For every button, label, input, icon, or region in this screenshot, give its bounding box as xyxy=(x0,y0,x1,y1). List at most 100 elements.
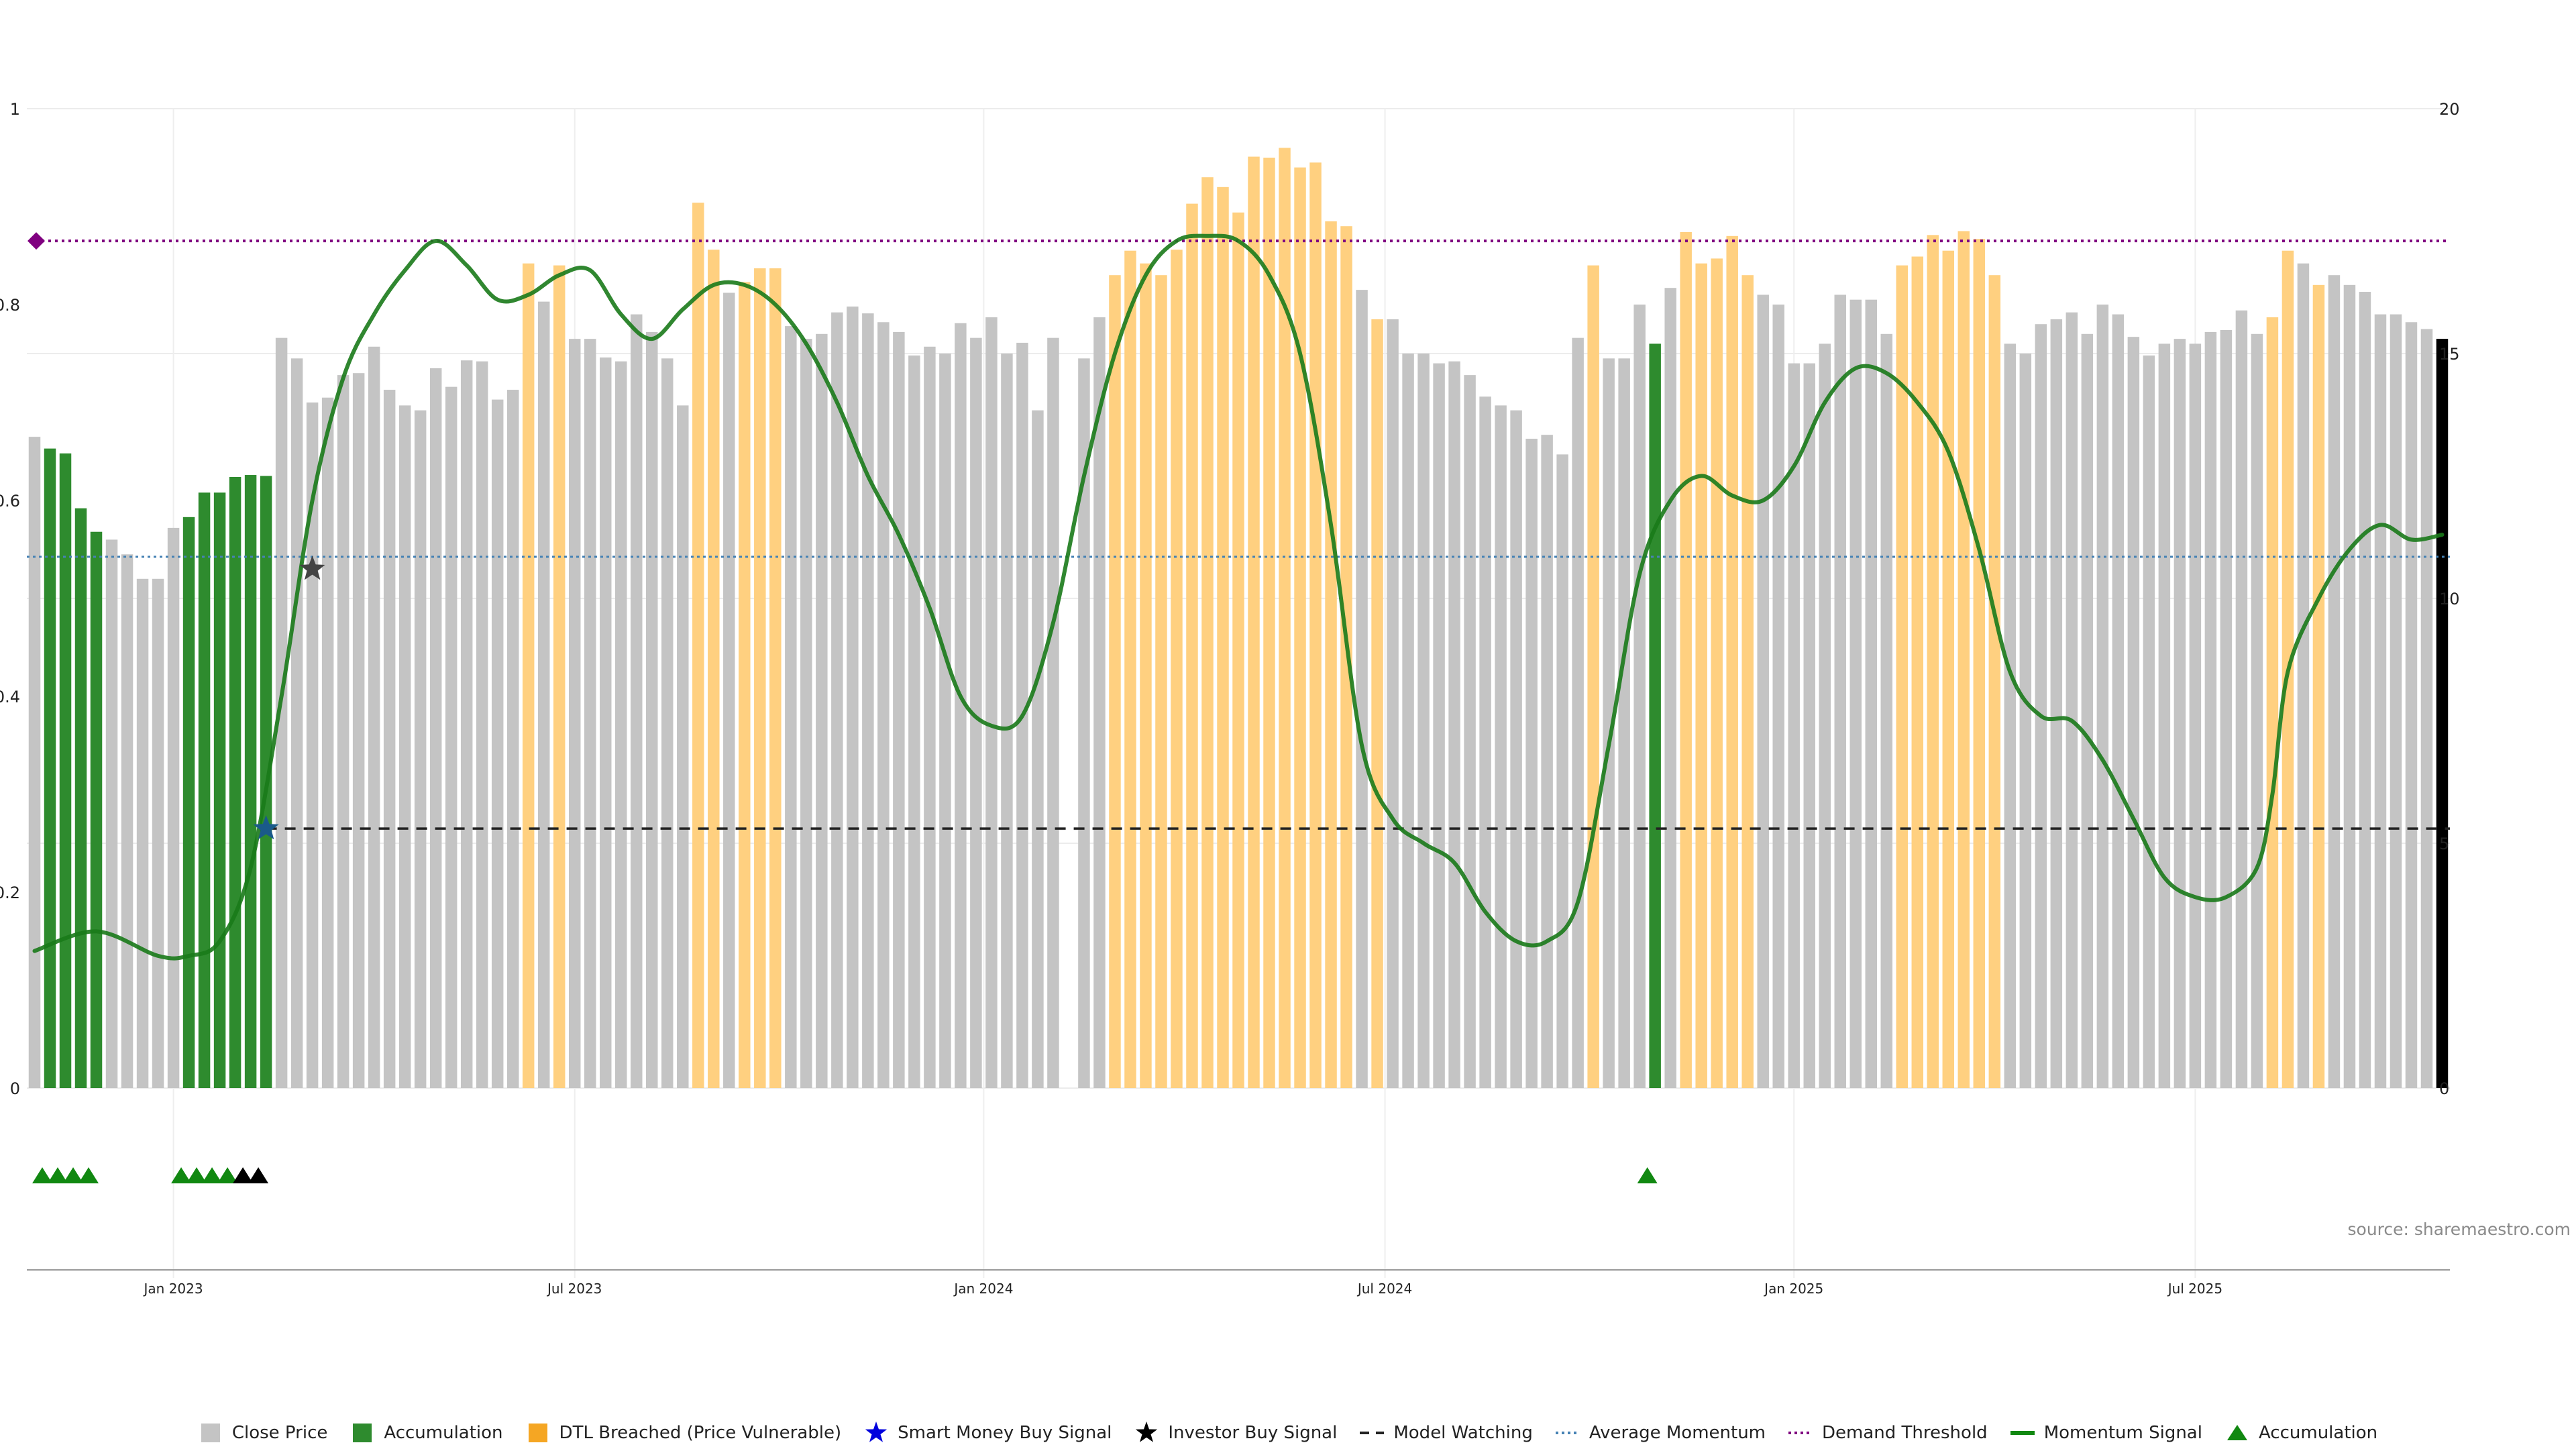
bar-close xyxy=(908,355,920,1089)
bar-dtl xyxy=(1911,256,1924,1089)
bar-close xyxy=(2004,343,2017,1088)
accumulation-marker xyxy=(217,1167,238,1183)
bar-dtl xyxy=(1726,235,1738,1088)
bar-close xyxy=(831,312,843,1089)
x-tick-label: Jul 2024 xyxy=(1356,1281,1412,1297)
bar-close xyxy=(1525,439,1538,1088)
bar-close xyxy=(584,339,596,1089)
bar-close xyxy=(1664,288,1676,1089)
right-tick-label: 5 xyxy=(2439,835,2449,853)
legend-item: Demand Threshold xyxy=(1788,1423,1988,1443)
bar-dtl xyxy=(1988,275,2001,1089)
legend-label: Smart Money Buy Signal xyxy=(898,1423,1112,1443)
bar-acc xyxy=(213,492,226,1088)
bar-close xyxy=(2359,292,2371,1088)
legend-label: Model Watching xyxy=(1393,1423,1533,1443)
bar-dtl xyxy=(1680,231,1692,1089)
dotted-line-purple-icon xyxy=(1788,1423,1813,1443)
bar-dtl xyxy=(1171,250,1183,1088)
bar-close xyxy=(1541,435,1553,1088)
bar-acc xyxy=(90,531,103,1088)
bar-dtl xyxy=(1896,265,1909,1089)
bar-close xyxy=(1093,317,1106,1089)
bar-close xyxy=(2065,312,2078,1089)
legend-item: Investor Buy Signal xyxy=(1134,1421,1338,1443)
bar-close xyxy=(105,539,118,1088)
bar-dtl xyxy=(1294,167,1306,1089)
bar-dtl xyxy=(1109,275,1121,1089)
bar-close xyxy=(429,368,442,1088)
bar-close xyxy=(785,326,797,1088)
momentum-signal-line xyxy=(32,233,2445,961)
bar-close xyxy=(1772,305,1784,1088)
accumulation-marker xyxy=(63,1167,84,1183)
bar-close xyxy=(136,578,149,1088)
bar-close xyxy=(1633,305,1646,1088)
left-tick-label: 0.2 xyxy=(0,883,20,902)
bar-dtl xyxy=(1711,258,1723,1088)
right-tick-label: 15 xyxy=(2439,345,2460,364)
left-tick-label: 0 xyxy=(10,1079,20,1098)
legend-label: Accumulation xyxy=(2258,1423,2378,1443)
bar-close xyxy=(1479,396,1491,1088)
bar-close xyxy=(877,322,890,1088)
bar-close xyxy=(2235,310,2248,1088)
signal-markers xyxy=(32,555,1658,1183)
bar-close xyxy=(1078,358,1090,1088)
bar-close xyxy=(2189,343,2202,1088)
bar-close xyxy=(2251,333,2263,1088)
left-tick-label: 0.8 xyxy=(0,296,20,315)
left-tick-label: 0.6 xyxy=(0,492,20,511)
bar-dtl xyxy=(1957,231,1970,1088)
bar-close xyxy=(985,317,998,1089)
legend-item: Accumulation xyxy=(350,1423,503,1443)
bar-acc xyxy=(182,517,195,1088)
bar-close xyxy=(2127,337,2140,1089)
legend-label: DTL Breached (Price Vulnerable) xyxy=(559,1423,842,1443)
bar-dtl xyxy=(1973,239,1986,1089)
investor-marker xyxy=(233,1167,254,1183)
bar-close xyxy=(1572,337,1584,1088)
left-tick-label: 1 xyxy=(10,100,20,119)
legend-label: Investor Buy Signal xyxy=(1168,1423,1338,1443)
bar-close xyxy=(1834,294,1846,1088)
bar-acc xyxy=(74,508,87,1088)
bar-close xyxy=(460,360,473,1088)
bar-close xyxy=(816,333,828,1088)
legend-item: Close Price xyxy=(199,1423,327,1443)
accumulation-marker xyxy=(171,1167,192,1183)
bar-acc xyxy=(44,448,56,1088)
legend-label: Demand Threshold xyxy=(1822,1423,1988,1443)
bar-close xyxy=(1803,363,1815,1088)
accumulation-marker xyxy=(48,1167,68,1183)
legend: Close Price Accumulation DTL Breached (Pri… xyxy=(0,1417,2576,1449)
legend-item: Smart Money Buy Signal xyxy=(864,1421,1112,1443)
accumulation-marker xyxy=(1637,1167,1658,1183)
accumulation-marker xyxy=(78,1167,99,1183)
bar-close xyxy=(924,346,936,1088)
bar-close xyxy=(2204,331,2217,1088)
bar-close xyxy=(1495,405,1507,1088)
bar-close xyxy=(1757,294,1769,1088)
bar-acc xyxy=(229,476,241,1088)
bar-dtl xyxy=(1263,158,1275,1088)
bar-close xyxy=(121,554,133,1088)
bar-close xyxy=(352,373,365,1089)
bar-close xyxy=(2374,314,2387,1089)
dotted-line-blue-icon xyxy=(1555,1423,1580,1443)
source-note: source: sharemaestro.com xyxy=(2348,1220,2571,1239)
bar-dtl xyxy=(1232,212,1244,1088)
bar-close xyxy=(167,527,180,1088)
bar-undefined xyxy=(2436,339,2449,1089)
bar-close xyxy=(1032,410,1044,1088)
bar-dtl xyxy=(708,250,720,1088)
bar-dtl xyxy=(1340,226,1352,1089)
bar-close xyxy=(28,437,41,1088)
bar-acc xyxy=(1649,343,1661,1088)
x-tick-label: Jan 2025 xyxy=(1763,1281,1823,1297)
right-tick-label: 0 xyxy=(2439,1079,2449,1098)
bar-close xyxy=(1387,319,1399,1088)
demand-threshold-diamond xyxy=(28,232,45,250)
legend-label: Average Momentum xyxy=(1589,1423,1766,1443)
